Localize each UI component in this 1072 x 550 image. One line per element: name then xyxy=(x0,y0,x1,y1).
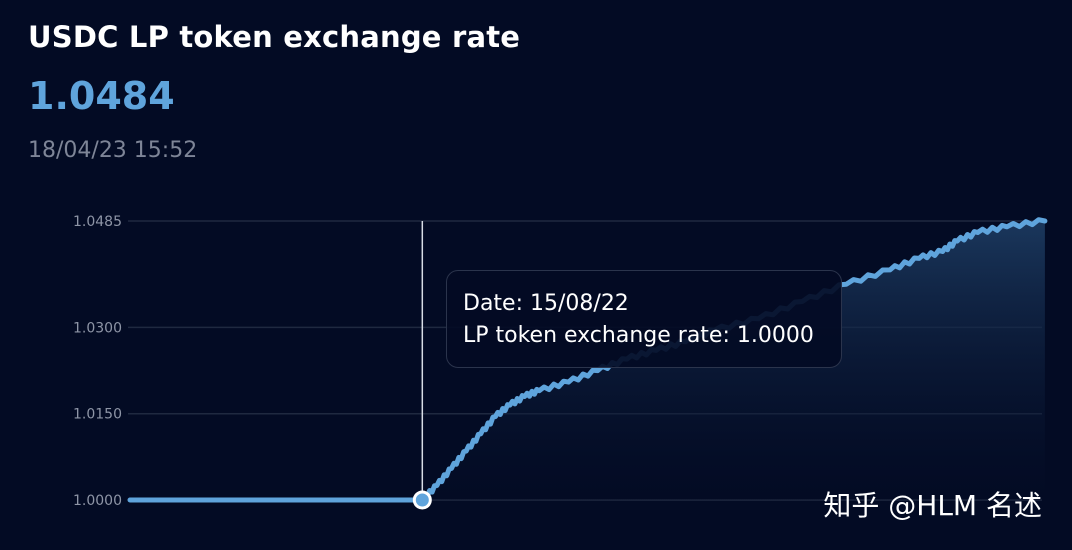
watermark: 知乎 @HLM 名述 xyxy=(823,489,1042,522)
tooltip: Date: 15/08/22 LP token exchange rate: 1… xyxy=(446,270,842,368)
hover-point[interactable] xyxy=(412,490,432,510)
tooltip-date-value: 15/08/22 xyxy=(530,291,629,316)
tooltip-date-label: Date: xyxy=(463,291,523,316)
y-tick-label: 1.0300 xyxy=(73,320,122,336)
y-tick-label: 1.0485 xyxy=(73,214,122,230)
tooltip-rate-label: LP token exchange rate: xyxy=(463,323,730,348)
y-axis-ticks: 1.0000 1.0150 1.0300 1.0485 xyxy=(73,214,122,509)
current-value: 1.0484 xyxy=(28,74,175,118)
tooltip-rate-value: 1.0000 xyxy=(736,323,814,348)
y-tick-label: 1.0150 xyxy=(73,407,122,423)
chart-title: USDC LP token exchange rate xyxy=(28,20,521,54)
y-tick-label: 1.0000 xyxy=(73,493,122,509)
timestamp: 18/04/23 15:52 xyxy=(28,138,198,163)
area-fill xyxy=(130,219,1045,500)
